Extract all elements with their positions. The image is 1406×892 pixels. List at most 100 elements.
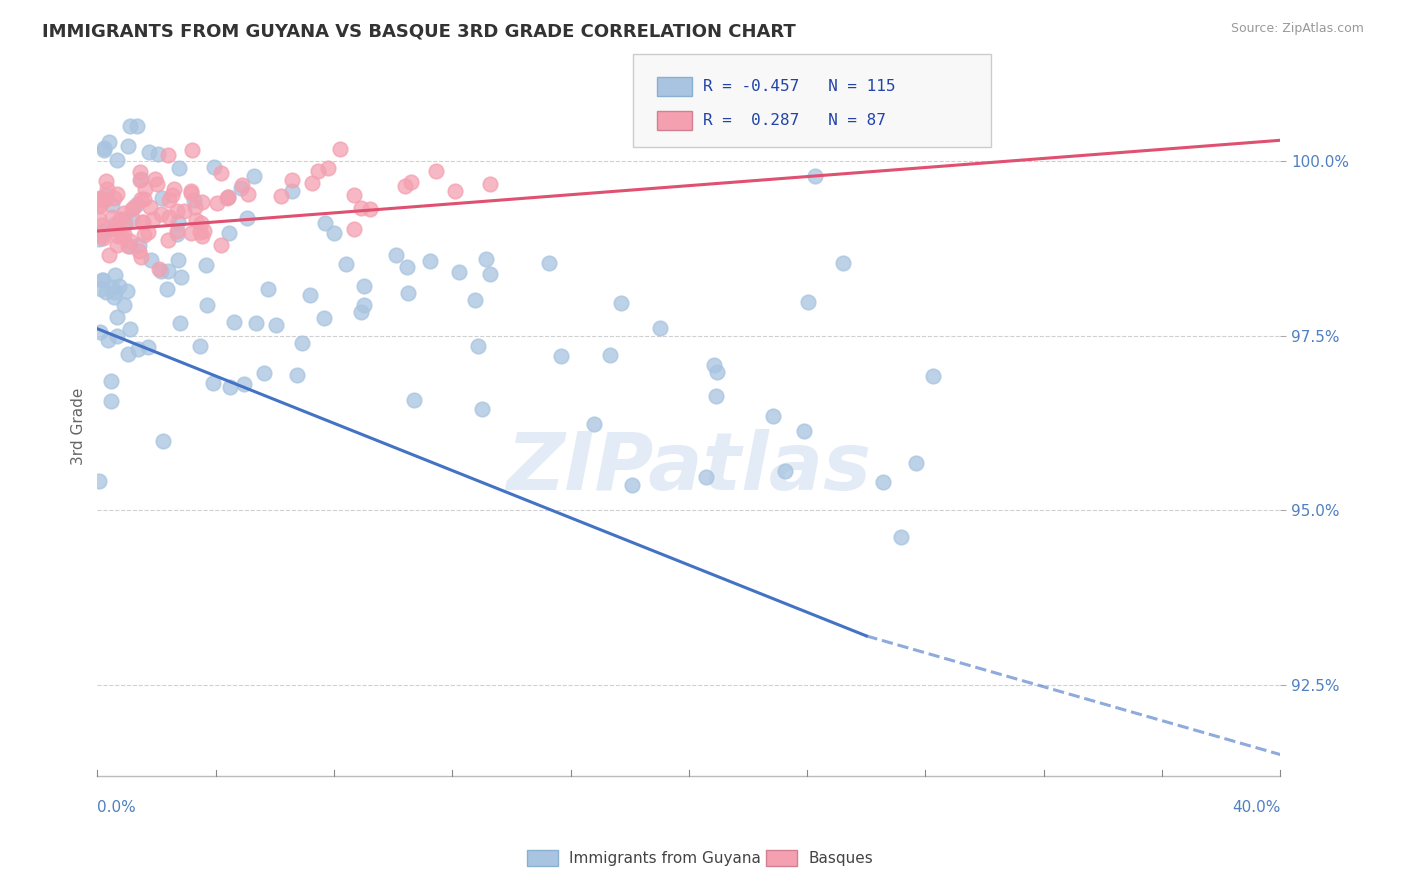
- Point: [124, 200, 146, 214]
- Point: [105, 329, 128, 343]
- Text: 0.0%: 0.0%: [97, 800, 136, 815]
- Point: [131, 215, 153, 229]
- Point: [166, 204, 188, 219]
- Point: [146, 146, 169, 161]
- Point: [103, 222, 125, 236]
- Point: [184, 213, 207, 227]
- Point: [353, 279, 375, 293]
- Point: [167, 161, 190, 175]
- Point: [359, 202, 381, 216]
- Point: [166, 227, 188, 241]
- Point: [478, 177, 501, 191]
- Point: [704, 389, 727, 403]
- Point: [218, 380, 240, 394]
- Point: [650, 321, 672, 335]
- Point: [620, 478, 643, 492]
- Point: [349, 201, 371, 215]
- Point: [773, 464, 796, 478]
- Point: [831, 256, 853, 270]
- Point: [118, 239, 141, 253]
- Point: [180, 186, 202, 201]
- Point: [101, 280, 124, 294]
- Point: [87, 212, 110, 227]
- Point: [394, 179, 416, 194]
- Point: [167, 252, 190, 267]
- Point: [121, 211, 143, 226]
- Point: [94, 285, 117, 299]
- Point: [112, 206, 135, 220]
- Point: [419, 253, 441, 268]
- Point: [236, 211, 259, 225]
- Point: [464, 293, 486, 307]
- Point: [270, 189, 292, 203]
- Point: [142, 211, 165, 226]
- Point: [105, 187, 128, 202]
- Point: [706, 365, 728, 379]
- Point: [90, 273, 112, 287]
- Point: [257, 282, 280, 296]
- Point: [143, 172, 166, 186]
- Point: [107, 279, 129, 293]
- Point: [139, 200, 162, 214]
- Point: [312, 310, 335, 325]
- Point: [89, 192, 111, 206]
- Point: [97, 333, 120, 347]
- Point: [211, 166, 233, 180]
- Point: [599, 348, 621, 362]
- Point: [89, 325, 111, 339]
- Point: [91, 223, 114, 237]
- Point: [205, 196, 228, 211]
- Y-axis label: 3rd Grade: 3rd Grade: [72, 388, 86, 465]
- Point: [112, 227, 135, 242]
- Point: [396, 285, 419, 300]
- Point: [166, 224, 188, 238]
- Point: [136, 340, 159, 354]
- Point: [285, 368, 308, 383]
- Point: [156, 147, 179, 161]
- Point: [160, 188, 183, 202]
- Point: [478, 267, 501, 281]
- Point: [163, 182, 186, 196]
- Point: [188, 225, 211, 239]
- Point: [125, 197, 148, 211]
- Point: [141, 253, 163, 268]
- Point: [96, 181, 118, 195]
- Point: [112, 297, 135, 311]
- Point: [100, 210, 122, 224]
- Point: [353, 298, 375, 312]
- Point: [343, 187, 366, 202]
- Point: [89, 191, 111, 205]
- Point: [107, 229, 129, 244]
- Point: [89, 197, 111, 211]
- Point: [129, 250, 152, 264]
- Point: [905, 456, 928, 470]
- Point: [550, 349, 572, 363]
- Point: [104, 285, 127, 300]
- Point: [91, 218, 114, 232]
- Point: [195, 298, 218, 312]
- Point: [91, 231, 114, 245]
- Point: [797, 294, 820, 309]
- Point: [401, 175, 423, 189]
- Point: [245, 317, 267, 331]
- Point: [104, 268, 127, 283]
- Point: [125, 120, 148, 134]
- Point: [101, 197, 124, 211]
- Point: [121, 202, 143, 216]
- Point: [236, 186, 259, 201]
- Text: R =  0.287   N = 87: R = 0.287 N = 87: [703, 113, 886, 128]
- Point: [217, 191, 239, 205]
- Point: [89, 474, 111, 488]
- Point: [138, 145, 160, 160]
- Point: [209, 238, 232, 252]
- Point: [343, 222, 366, 236]
- Text: Source: ZipAtlas.com: Source: ZipAtlas.com: [1230, 22, 1364, 36]
- Point: [180, 226, 202, 240]
- Point: [449, 265, 471, 279]
- Text: ZIPatlas: ZIPatlas: [506, 429, 872, 508]
- Point: [314, 216, 336, 230]
- Point: [127, 343, 149, 357]
- Point: [117, 347, 139, 361]
- Point: [762, 409, 785, 424]
- Point: [291, 335, 314, 350]
